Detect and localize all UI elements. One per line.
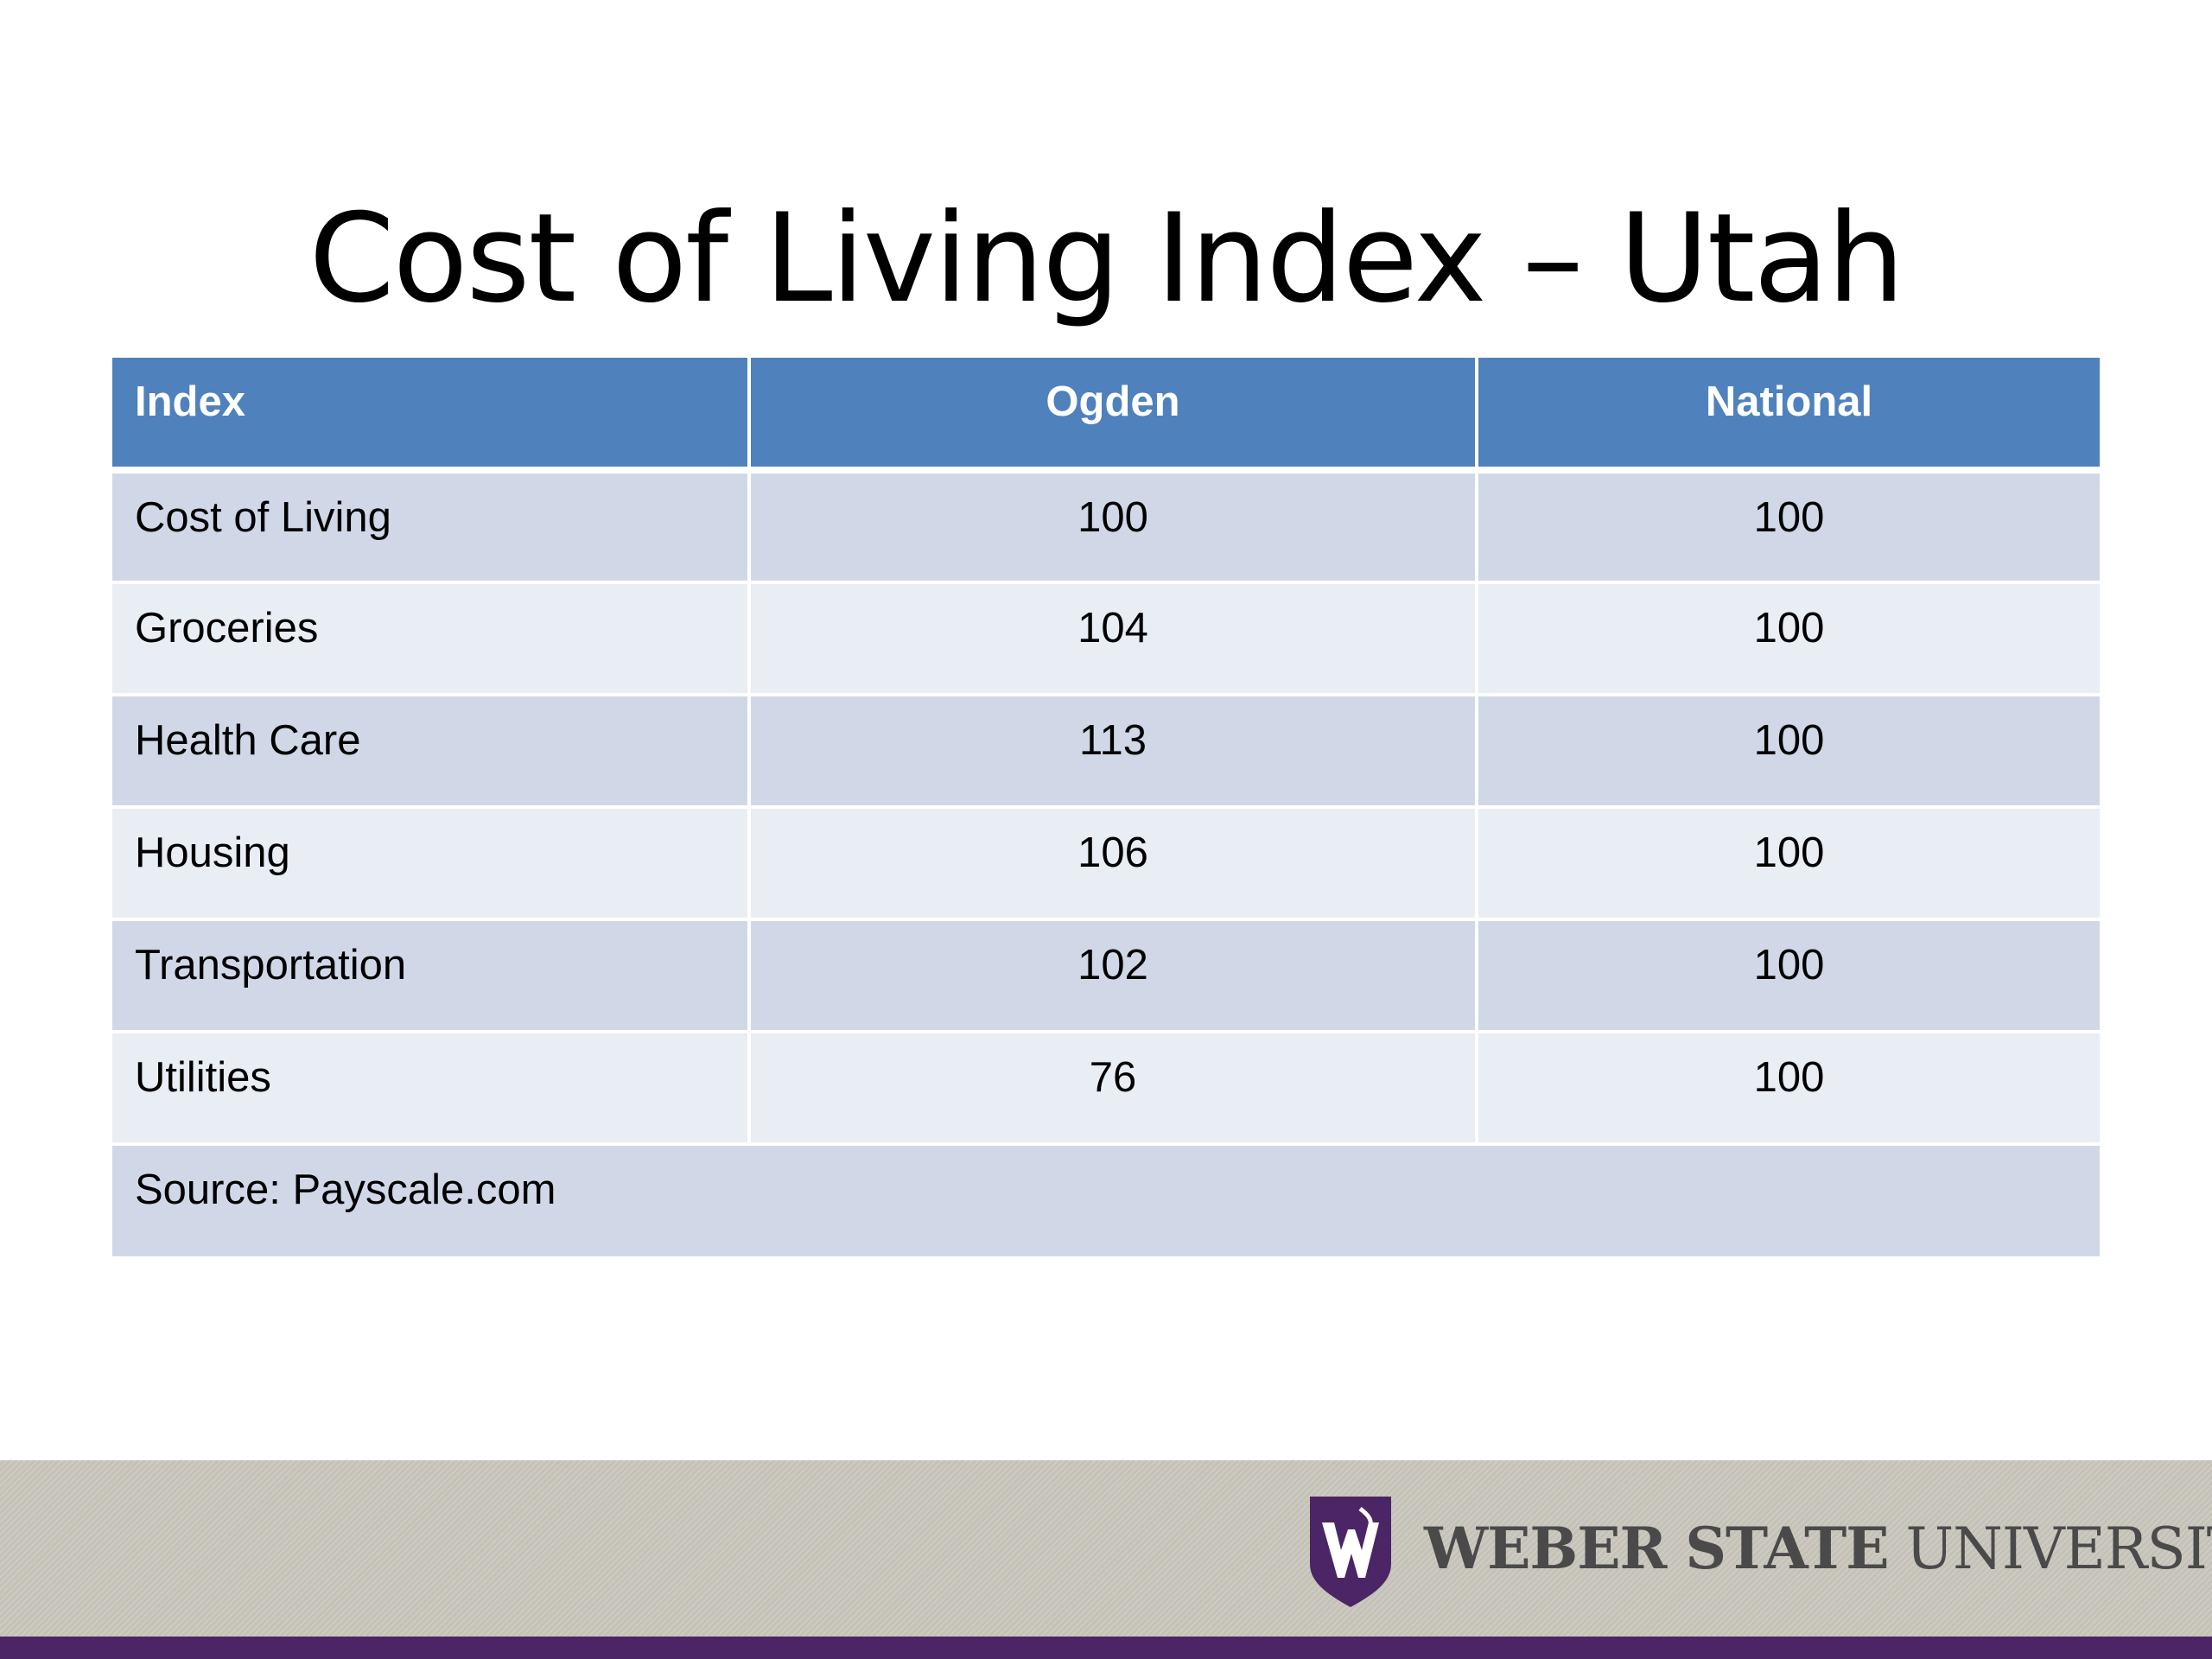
cell-ogden: 100 bbox=[747, 468, 1478, 584]
header-index: Index bbox=[112, 358, 751, 474]
weber-state-w-shield-icon bbox=[1310, 1497, 1391, 1607]
cell-national: 100 bbox=[1475, 918, 2100, 1033]
cell-index: Health Care bbox=[112, 693, 751, 809]
table-row: Housing 106 100 bbox=[112, 805, 2100, 921]
cell-index: Cost of Living bbox=[112, 468, 751, 584]
university-wordmark: WEBER STATE UNIVERSITY bbox=[1424, 1514, 2212, 1583]
cell-ogden: 104 bbox=[747, 581, 1478, 696]
cell-national: 100 bbox=[1475, 468, 2100, 584]
header-national: National bbox=[1475, 358, 2100, 474]
cell-national: 100 bbox=[1475, 693, 2100, 809]
cell-national: 100 bbox=[1475, 805, 2100, 921]
slide-title: Cost of Living Index – Utah bbox=[308, 188, 1905, 330]
cell-index: Utilities bbox=[112, 1030, 751, 1146]
cell-national: 100 bbox=[1475, 581, 2100, 696]
table-row: Groceries 104 100 bbox=[112, 581, 2100, 696]
footer-band bbox=[0, 1460, 2212, 1637]
cell-ogden: 106 bbox=[747, 805, 1478, 921]
table-row: Cost of Living 100 100 bbox=[112, 468, 2100, 584]
table-header-row: Index Ogden National bbox=[112, 358, 2100, 474]
cell-ogden: 113 bbox=[747, 693, 1478, 809]
cell-index: Transportation bbox=[112, 918, 751, 1033]
table-source-row: Source: Payscale.com bbox=[112, 1142, 2100, 1256]
table-row: Transportation 102 100 bbox=[112, 918, 2100, 1033]
cell-ogden: 102 bbox=[747, 918, 1478, 1033]
cell-index: Groceries bbox=[112, 581, 751, 696]
cost-of-living-table: Index Ogden National Cost of Living 100 … bbox=[112, 358, 2100, 1256]
source-note: Source: Payscale.com bbox=[112, 1142, 2100, 1256]
footer-purple-stripe bbox=[0, 1637, 2212, 1659]
wordmark-regular: UNIVERSITY bbox=[1905, 1516, 2212, 1582]
header-ogden: Ogden bbox=[747, 358, 1478, 474]
table-row: Health Care 113 100 bbox=[112, 693, 2100, 809]
wordmark-bold: WEBER STATE bbox=[1424, 1515, 1890, 1582]
cell-index: Housing bbox=[112, 805, 751, 921]
cell-ogden: 76 bbox=[747, 1030, 1478, 1146]
table-row: Utilities 76 100 bbox=[112, 1030, 2100, 1146]
cell-national: 100 bbox=[1475, 1030, 2100, 1146]
